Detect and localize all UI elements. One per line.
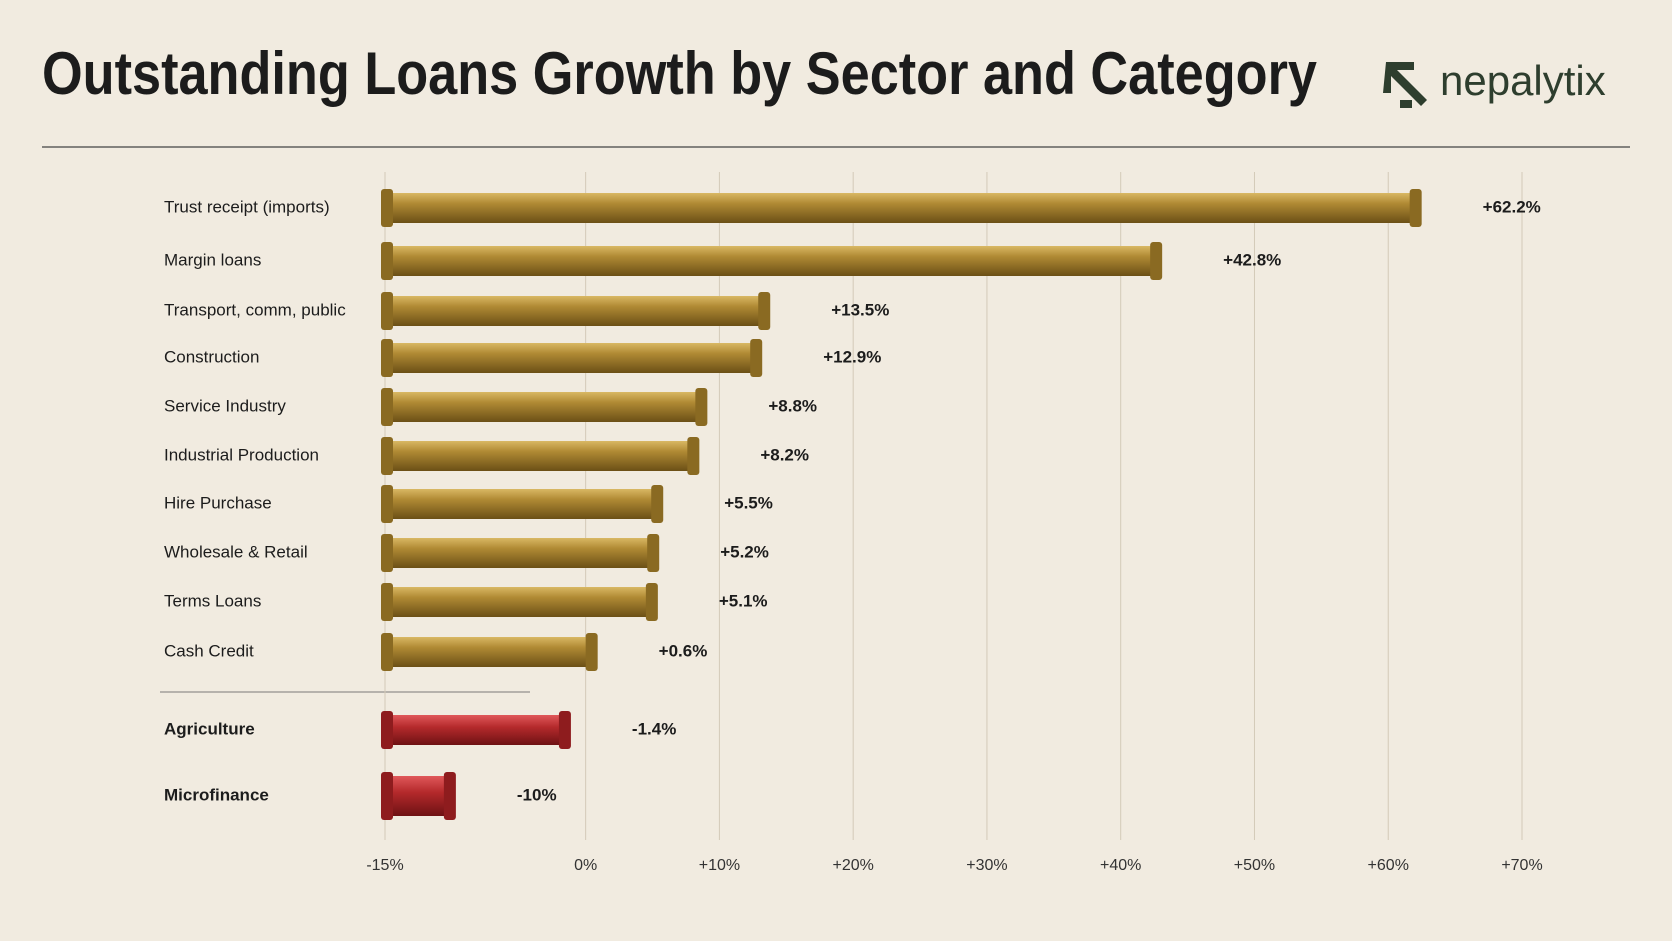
pipe-cap [651, 485, 664, 523]
value-label: +13.5% [831, 300, 889, 319]
bar [385, 392, 704, 422]
x-tick-label: +20% [832, 857, 873, 874]
category-label: Hire Purchase [164, 493, 272, 512]
pipe-cap [381, 339, 393, 377]
pipe-cap [381, 583, 393, 621]
pipe-cap [381, 772, 393, 820]
category-label: Terms Loans [164, 591, 261, 610]
bar [385, 538, 656, 568]
value-label: -1.4% [632, 719, 676, 738]
bar [385, 776, 452, 816]
value-label: +62.2% [1483, 197, 1541, 216]
pipe-cap [585, 633, 598, 671]
pipe-cap [381, 485, 393, 523]
category-label: Trust receipt (imports) [164, 197, 330, 216]
pipe-cap [381, 189, 393, 227]
pipe-cap [687, 437, 700, 475]
chart-title: Outstanding Loans Growth by Sector and C… [42, 40, 1318, 107]
category-label: Transport, comm, public [164, 300, 346, 319]
bar [385, 587, 654, 617]
pipe-cap [558, 711, 571, 749]
pipe-cap [381, 633, 393, 671]
pipe-cap [381, 388, 393, 426]
pipe-cap [750, 339, 763, 377]
logo-icon [1383, 62, 1427, 108]
bar [385, 343, 759, 373]
bar [385, 489, 660, 519]
category-label: Agriculture [164, 719, 255, 738]
x-tick-label: +30% [966, 857, 1007, 874]
x-tick-label: +60% [1368, 857, 1409, 874]
value-label: +8.2% [760, 445, 809, 464]
pipe-cap [381, 534, 393, 572]
value-label: +8.8% [768, 396, 817, 415]
pipe-cap [443, 772, 456, 820]
bar [385, 246, 1159, 276]
pipe-cap [381, 711, 393, 749]
category-label: Construction [164, 347, 259, 366]
pipe-cap [647, 534, 660, 572]
pipe-cap [381, 437, 393, 475]
x-tick-label: +10% [699, 857, 740, 874]
pipe-cap [381, 292, 393, 330]
x-tick-label: +40% [1100, 857, 1141, 874]
category-label: Margin loans [164, 250, 261, 269]
x-tick-label: +70% [1501, 857, 1542, 874]
pipe-cap [645, 583, 658, 621]
pipe-cap [1409, 189, 1422, 227]
bar [385, 296, 767, 326]
pipe-cap [695, 388, 708, 426]
value-label: +12.9% [823, 347, 881, 366]
category-label: Cash Credit [164, 641, 254, 660]
category-label: Service Industry [164, 396, 286, 415]
category-label: Microfinance [164, 785, 269, 804]
x-tick-label: 0% [574, 857, 597, 874]
value-label: +5.2% [720, 542, 769, 561]
x-tick-label: -15% [366, 857, 403, 874]
logo: nepalytix [1383, 57, 1606, 108]
value-label: +5.1% [719, 591, 768, 610]
value-label: +42.8% [1223, 250, 1281, 269]
category-label: Industrial Production [164, 445, 319, 464]
bar [385, 193, 1418, 223]
x-tick-label: +50% [1234, 857, 1275, 874]
bar [385, 637, 594, 667]
pipe-cap [758, 292, 771, 330]
value-label: -10% [517, 785, 557, 804]
pipe-cap [1150, 242, 1163, 280]
value-label: +5.5% [724, 493, 773, 512]
category-label: Wholesale & Retail [164, 542, 308, 561]
bar [385, 715, 567, 745]
value-label: +0.6% [659, 641, 708, 660]
bar [385, 441, 696, 471]
pipe-cap [381, 242, 393, 280]
brand-name: nepalytix [1440, 57, 1606, 104]
